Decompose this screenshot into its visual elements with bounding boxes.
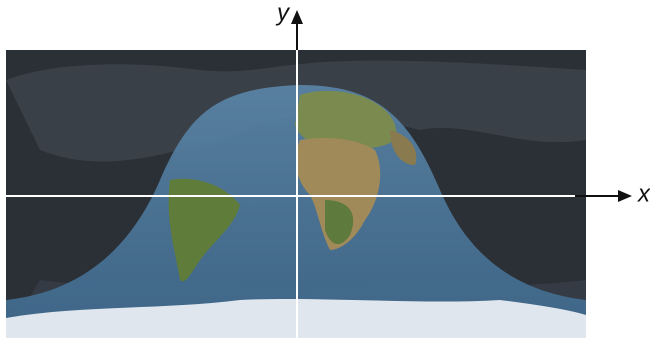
europe [295,90,397,149]
africa-south [325,200,354,245]
x-axis-label: x [637,180,650,207]
x-axis-arrowhead [618,190,632,202]
arabia [390,130,417,165]
y-axis-arrowhead [291,10,303,24]
y-axis-label: y [275,0,291,26]
south-america [168,178,240,282]
africa [295,138,381,250]
